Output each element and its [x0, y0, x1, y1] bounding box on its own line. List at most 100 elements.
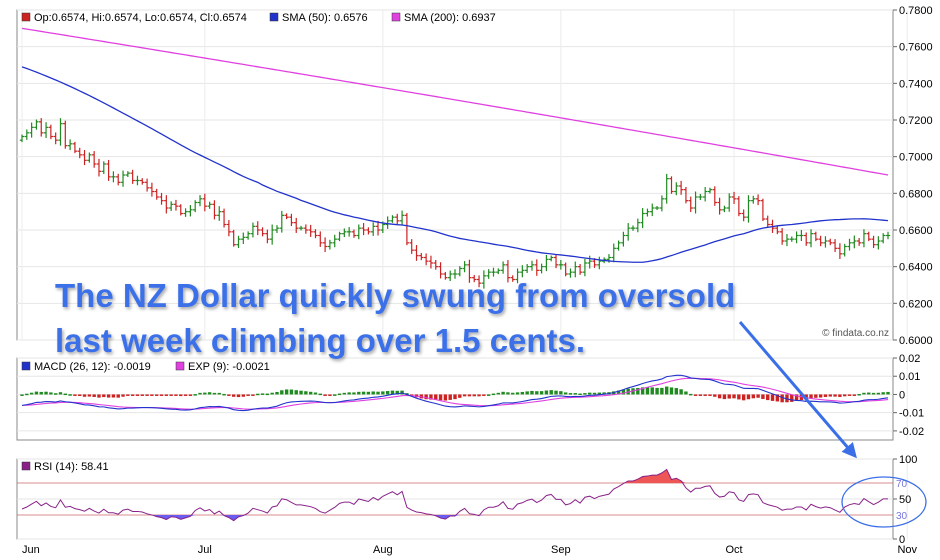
candle [414, 245, 419, 261]
candle [741, 209, 746, 222]
candle [568, 268, 573, 278]
candle [149, 182, 155, 197]
candle [399, 210, 405, 226]
macd-hist-bar [333, 394, 337, 396]
macd-hist-bar [549, 390, 553, 395]
candle [279, 210, 284, 233]
candle [67, 139, 73, 151]
candle [351, 229, 357, 238]
macd-hist-bar [640, 387, 645, 395]
macd-hist-bar [130, 394, 135, 396]
candle [438, 262, 443, 279]
macd-hist-bar [790, 394, 794, 402]
price-tick-label: 0.6200 [899, 298, 933, 310]
candle [245, 231, 251, 240]
legend-swatch-rsi [21, 461, 31, 471]
price-y-axis: 0.7800 0.7600 0.7400 0.7200 0.7000 0.6800 0.66… [893, 5, 933, 347]
macd-hist-bar [203, 392, 207, 395]
macd-hist-bar [616, 390, 621, 395]
candle [587, 255, 592, 269]
candle [188, 205, 193, 217]
macd-hist-bar [337, 393, 342, 396]
macd-legend: MACD (26, 12): -0.0019 EXP (9): -0.0021 [21, 361, 270, 373]
macd-hist-bar [453, 394, 457, 400]
annotation-line-2: last week climbing over 1.5 cents. [55, 322, 585, 359]
candle [419, 252, 424, 261]
candle [755, 194, 761, 206]
price-tick-label: 0.7000 [899, 152, 933, 164]
candle [294, 217, 299, 233]
candle [327, 239, 333, 250]
rsi-tick-label: 0 [899, 534, 905, 546]
candle [366, 227, 371, 235]
macd-hist-bar [102, 394, 106, 398]
macd-hist-bar [674, 388, 679, 395]
macd-hist-bar [381, 391, 385, 395]
macd-hist-bar [318, 393, 322, 396]
candle [698, 193, 703, 201]
candle [491, 267, 496, 277]
legend-text-exp: EXP (9): -0.0021 [188, 361, 270, 373]
price-tick-label: 0.7400 [899, 78, 933, 90]
candle [260, 227, 265, 237]
candle [678, 180, 684, 195]
macd-line [21, 374, 889, 412]
candle [385, 216, 390, 229]
candle [332, 234, 337, 248]
macd-hist-bar [881, 392, 885, 395]
macd-hist-bar [578, 393, 582, 396]
macd-hist-bar [655, 387, 659, 395]
macd-hist-bar [116, 394, 120, 398]
candle [717, 197, 722, 215]
candle [226, 220, 232, 237]
candle [635, 218, 641, 233]
macd-hist-bar [121, 394, 125, 397]
candle [664, 173, 669, 204]
candle [409, 239, 414, 254]
macd-y-axis: 0.02 0.01 0 -0.01 -0.02 [893, 353, 924, 438]
candle [39, 118, 44, 137]
price-panel-frame [16, 9, 894, 341]
rsi-band-label-70: 70 [896, 479, 908, 490]
macd-hist-bar [68, 394, 72, 396]
candle [823, 236, 828, 248]
macd-hist-bar [650, 387, 654, 395]
candle [140, 178, 145, 185]
candle [563, 262, 568, 277]
candle [298, 225, 304, 231]
sma50-line [21, 66, 889, 263]
macd-hist-bar [39, 391, 43, 395]
x-tick-label: Aug [373, 544, 393, 556]
candle [433, 259, 438, 270]
candle [645, 208, 650, 217]
macd-hist-bar [693, 394, 698, 396]
macd-hist-bar [155, 394, 159, 396]
candle [794, 231, 799, 244]
price-tick-label: 0.6800 [899, 188, 933, 200]
macd-tick-label: 0.02 [899, 353, 920, 365]
candle [178, 204, 183, 216]
macd-hist-bar [241, 394, 246, 397]
candle [520, 265, 525, 278]
candle [616, 240, 621, 251]
candle [683, 186, 689, 204]
watermark: © findata.co.nz [822, 328, 889, 339]
candle [318, 231, 323, 247]
candle [852, 235, 857, 249]
x-tick-label: Sep [551, 544, 571, 556]
candle [101, 161, 106, 175]
legend-text-rsi: RSI (14): 58.41 [34, 461, 109, 473]
macd-hist-bar [145, 394, 149, 396]
rsi-panel: 100 50 0 70 30 RSI (14): 58.41 [16, 454, 917, 546]
candle [346, 227, 352, 237]
candle [404, 213, 410, 246]
candle [702, 187, 708, 202]
candle [549, 255, 554, 262]
candle [130, 169, 135, 184]
candle [573, 261, 578, 278]
macd-hist-bar [867, 392, 871, 395]
candle [96, 158, 102, 177]
candle [125, 171, 131, 177]
price-tick-label: 0.6000 [899, 335, 933, 347]
candle [529, 260, 535, 271]
